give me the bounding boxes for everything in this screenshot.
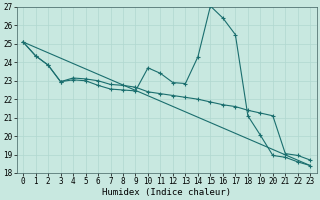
X-axis label: Humidex (Indice chaleur): Humidex (Indice chaleur) (102, 188, 231, 197)
